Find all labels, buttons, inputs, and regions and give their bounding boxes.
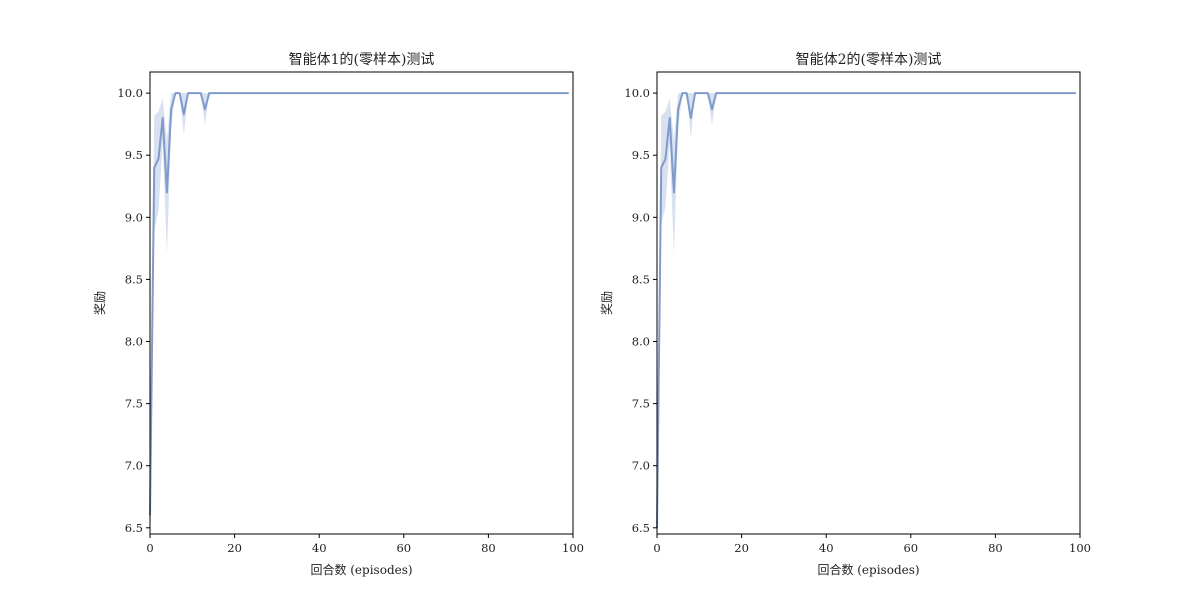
x-axis-ticks: 0 20 40 60 80 100 [653,534,1091,555]
y-axis-label: 奖励 [600,291,614,315]
x-axis-ticks: 0 20 40 60 80 100 [146,534,584,555]
x-tick-label: 20 [734,541,749,555]
series-line [656,92,1076,528]
y-tick-label: 8.0 [125,335,143,349]
y-tick-label: 6.5 [125,521,143,535]
x-tick-label: 80 [988,541,1003,555]
plot-area [149,92,569,566]
x-tick-label: 40 [819,541,834,555]
x-tick-label: 80 [481,541,496,555]
y-tick-label: 7.0 [125,459,143,473]
x-tick-label: 0 [146,541,153,555]
x-axis-label: 回合数 (episodes) [310,562,412,577]
subplot-agent-2: 智能体2的(零样本)测试 0 20 40 60 80 100 6.5 7.0 7.5 8.0 8.… [600,52,1091,577]
y-tick-label: 8.5 [632,272,650,286]
subplot-agent-1: 智能体1的(零样本)测试 0 20 40 60 80 100 6.5 7.0 7.5 8.0 8.… [93,52,584,577]
y-tick-label: 7.5 [632,397,650,411]
x-tick-label: 60 [396,541,411,555]
y-tick-label: 10.0 [117,86,143,100]
axes-frame [149,71,574,535]
chart-title: 智能体2的(零样本)测试 [796,52,942,68]
x-tick-label: 60 [903,541,918,555]
x-tick-label: 100 [562,541,584,555]
x-tick-label: 100 [1069,541,1091,555]
y-axis-ticks: 6.5 7.0 7.5 8.0 8.5 9.0 9.5 10.0 [624,86,657,535]
x-axis-label: 回合数 (episodes) [817,562,919,577]
y-tick-label: 7.5 [125,397,143,411]
x-tick-label: 0 [653,541,660,555]
plot-area [656,92,1076,566]
y-tick-label: 9.5 [632,148,650,162]
y-tick-label: 9.0 [632,210,650,224]
y-tick-label: 8.5 [125,272,143,286]
chart-title: 智能体1的(零样本)测试 [289,52,435,68]
y-tick-label: 10.0 [624,86,650,100]
y-tick-label: 6.5 [632,521,650,535]
y-axis-label: 奖励 [93,291,107,315]
series-line [149,92,569,516]
confidence-band [150,93,569,566]
x-tick-label: 20 [227,541,242,555]
axes-frame [656,71,1081,535]
confidence-band [657,93,1076,566]
y-tick-label: 8.0 [632,335,650,349]
x-tick-label: 40 [312,541,327,555]
y-tick-label: 9.5 [125,148,143,162]
y-tick-label: 9.0 [125,210,143,224]
y-axis-ticks: 6.5 7.0 7.5 8.0 8.5 9.0 9.5 10.0 [117,86,150,535]
y-tick-label: 7.0 [632,459,650,473]
